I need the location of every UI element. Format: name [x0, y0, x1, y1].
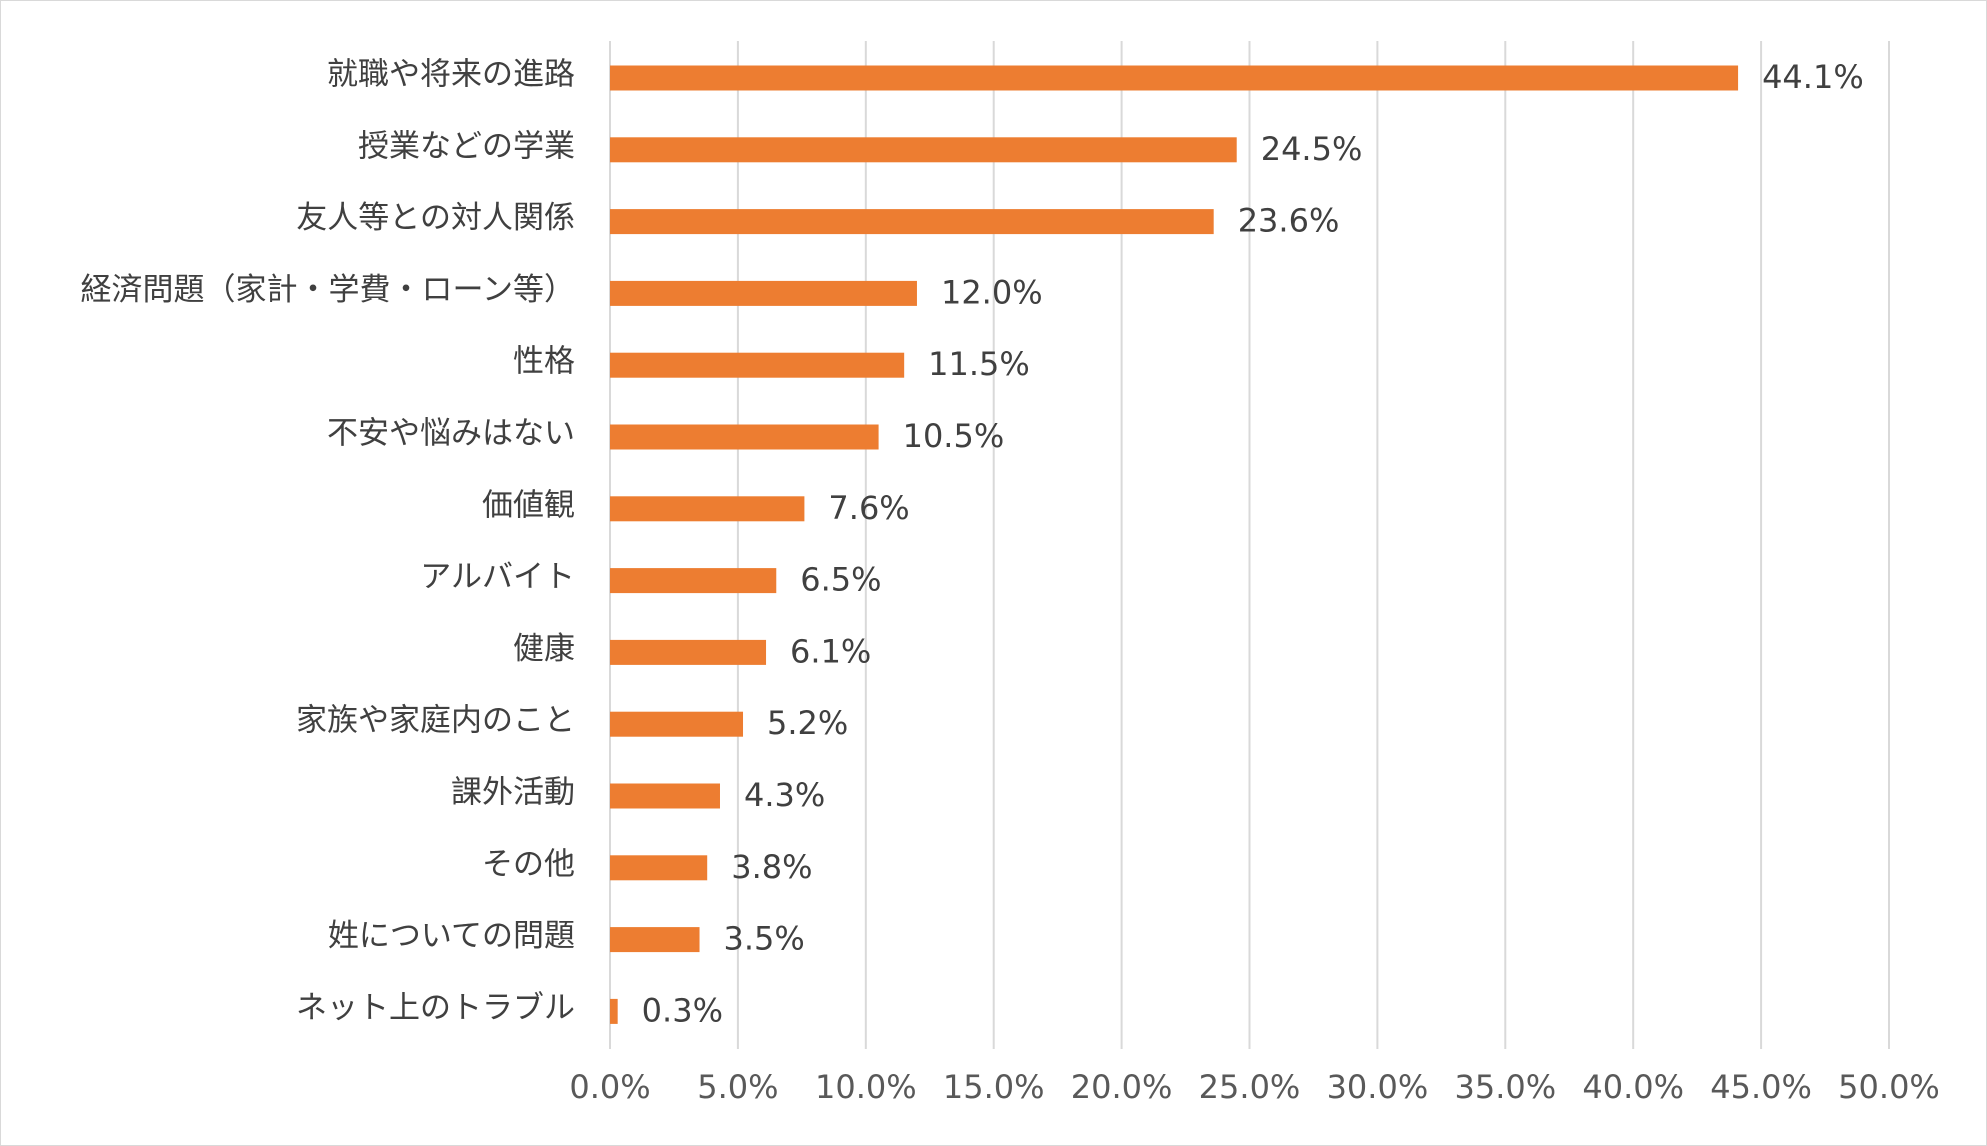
- bar: [610, 424, 879, 450]
- value-label: 44.1%: [1762, 58, 1864, 96]
- category-label: 姓についての問題: [328, 918, 575, 954]
- x-axis-tick-labels: 0.0% 5.0% 10.0% 15.0% 20.0% 25.0% 30.0% 35.0% 40…: [569, 1068, 1939, 1106]
- category-label: 就職や将来の進路: [327, 57, 575, 93]
- value-label: 23.6%: [1238, 202, 1340, 240]
- bar: [610, 711, 744, 737]
- x-tick-label: 45.0%: [1710, 1068, 1812, 1106]
- x-tick-label: 0.0%: [569, 1068, 650, 1106]
- value-label: 6.1%: [790, 632, 871, 670]
- x-tick-label: 5.0%: [697, 1068, 778, 1106]
- bar: [610, 998, 618, 1024]
- category-label: 友人等との対人関係: [296, 200, 575, 236]
- bar: [610, 927, 700, 953]
- bar: [610, 496, 805, 522]
- value-label: 11.5%: [928, 345, 1030, 383]
- x-tick-label: 35.0%: [1454, 1068, 1556, 1106]
- x-tick-label: 30.0%: [1327, 1068, 1429, 1106]
- value-label: 24.5%: [1261, 130, 1363, 168]
- value-label: 12.0%: [941, 273, 1043, 311]
- category-label: 健康: [513, 631, 575, 667]
- bar: [610, 65, 1739, 91]
- value-label: 5.2%: [767, 704, 848, 742]
- category-label: 課外活動: [451, 775, 575, 811]
- category-label: 性格: [513, 344, 575, 380]
- bar: [610, 137, 1237, 163]
- value-label: 3.8%: [731, 848, 812, 886]
- value-labels: 44.1% 24.5% 23.6% 12.0% 11.5% 10.5% 7.6% 6.5% 6.…: [642, 58, 1864, 1029]
- bar: [610, 352, 905, 378]
- x-tick-label: 10.0%: [815, 1068, 917, 1106]
- bars: [610, 65, 1739, 1024]
- bar: [610, 639, 767, 665]
- bar: [610, 280, 917, 306]
- category-label: アルバイト: [420, 559, 575, 595]
- bar: [610, 568, 777, 594]
- x-tick-label: 20.0%: [1071, 1068, 1173, 1106]
- category-label: 授業などの学業: [358, 128, 575, 164]
- value-label: 7.6%: [828, 489, 909, 527]
- category-label: 価値観: [482, 487, 575, 523]
- value-label: 6.5%: [800, 561, 881, 599]
- value-label: 4.3%: [744, 776, 825, 814]
- x-tick-label: 15.0%: [943, 1068, 1045, 1106]
- x-tick-label: 40.0%: [1582, 1068, 1684, 1106]
- value-label: 0.3%: [642, 991, 723, 1029]
- category-label: 家族や家庭内のこと: [296, 703, 575, 739]
- category-labels: 就職や将来の進路授業などの学業友人等との対人関係経済問題（家計・学費・ローン等）…: [81, 57, 575, 1026]
- x-tick-label: 25.0%: [1199, 1068, 1301, 1106]
- category-label: ネット上のトラブル: [296, 990, 575, 1026]
- bar: [610, 783, 720, 809]
- bar: [610, 855, 708, 881]
- category-label: 経済問題（家計・学費・ローン等）: [81, 272, 575, 308]
- bar: [610, 209, 1214, 235]
- gridlines: [609, 41, 1890, 1049]
- category-label: 不安や悩みはない: [327, 416, 575, 452]
- value-label: 10.5%: [903, 417, 1005, 455]
- value-label: 3.5%: [724, 920, 805, 958]
- category-label: その他: [482, 846, 575, 882]
- x-tick-label: 50.0%: [1838, 1068, 1940, 1106]
